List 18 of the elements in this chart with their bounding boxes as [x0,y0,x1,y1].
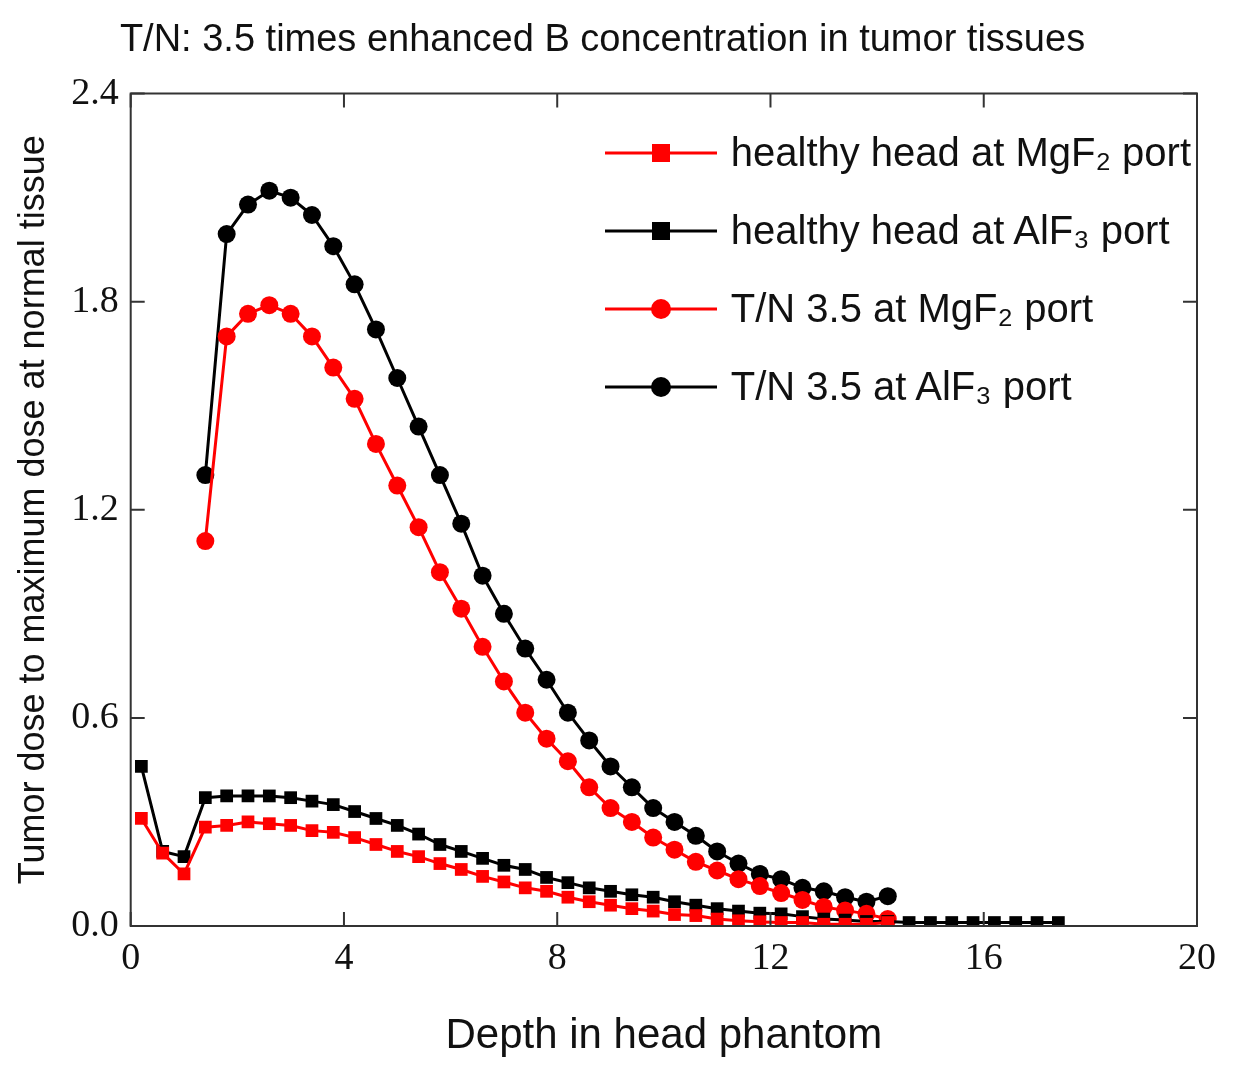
y-tick-label: 1.8 [71,277,119,320]
x-tick-label: 12 [751,934,790,977]
x-tick-label: 20 [1178,934,1216,977]
legend-label: healthy head at MgF₂ port [730,130,1191,176]
x-axis-title: Depth in head phantom [445,1010,883,1058]
y-tick-label: 0.6 [71,693,119,736]
x-tick-label: 8 [547,934,567,977]
legend-label: T/N 3.5 at MgF₂ port [730,286,1094,332]
legend-label: T/N 3.5 at AlF₃ port [730,364,1072,410]
y-tick-label: 2.4 [71,69,119,112]
x-tick-label: 0 [121,934,141,977]
legend-label: healthy head at AlF₃ port [730,208,1170,254]
y-tick-label: 1.2 [71,485,119,528]
x-tick-label: 4 [334,934,354,977]
y-tick-label: 0.0 [71,901,119,944]
y-axis-title: Tumor dose to maximum dose at normal tissue [10,135,52,885]
chart-title: T/N: 3.5 times enhanced B concentration in tumor tissues [119,17,1086,60]
x-tick-label: 16 [964,934,1003,977]
